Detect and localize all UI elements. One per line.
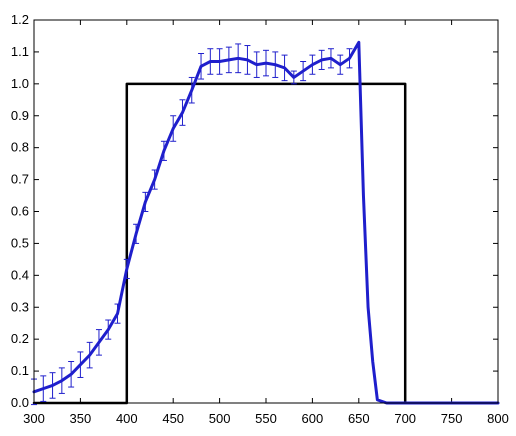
error-bar xyxy=(263,49,269,77)
reference-step-line xyxy=(32,82,500,405)
y-tick-label: 0.0 xyxy=(11,395,29,410)
x-tick-label: 700 xyxy=(394,411,416,426)
x-tick-label: 750 xyxy=(441,411,463,426)
error-bar xyxy=(123,258,130,280)
error-bar xyxy=(105,319,112,340)
error-bar xyxy=(49,372,56,399)
error-bar xyxy=(114,303,121,324)
error-bar xyxy=(133,223,140,244)
error-bar xyxy=(253,51,260,78)
error-bar xyxy=(272,51,279,78)
y-tick-label: 1.2 xyxy=(11,12,29,27)
x-tick-label: 400 xyxy=(116,411,138,426)
y-tick-label: 1.1 xyxy=(11,44,29,59)
y-tick-label: 0.4 xyxy=(11,267,29,282)
error-bar xyxy=(179,99,186,126)
x-axis: 300 350 400 450 500 550 600 650 700 750 800 xyxy=(23,20,509,426)
series-layer xyxy=(31,40,500,406)
y-tick-label: 0.1 xyxy=(11,363,29,378)
y-tick-label: 0.5 xyxy=(11,235,29,250)
x-tick-label: 800 xyxy=(487,411,509,426)
error-bar xyxy=(170,115,177,142)
error-bar xyxy=(225,46,232,74)
error-bar xyxy=(337,54,344,75)
error-bar xyxy=(77,351,84,378)
x-tick-label: 300 xyxy=(23,411,45,426)
error-bar xyxy=(244,45,251,75)
error-bar xyxy=(309,54,316,75)
x-tick-label: 350 xyxy=(70,411,92,426)
y-tick-label: 0.8 xyxy=(11,140,29,155)
error-bar xyxy=(95,329,102,356)
error-bar xyxy=(346,48,353,69)
y-tick-label: 1.0 xyxy=(11,76,29,91)
x-tick-label: 650 xyxy=(348,411,370,426)
x-tick-label: 450 xyxy=(162,411,184,426)
error-bar xyxy=(281,54,288,82)
error-bar xyxy=(235,43,242,74)
measured-line xyxy=(32,40,500,405)
error-bar xyxy=(86,341,93,369)
error-bar xyxy=(216,48,223,75)
error-bar xyxy=(188,76,195,104)
error-bar xyxy=(40,375,47,402)
series-blue-errorbar-line xyxy=(31,40,500,406)
x-tick-label: 600 xyxy=(302,411,324,426)
x-tick-label: 500 xyxy=(209,411,231,426)
error-bar xyxy=(207,48,214,75)
error-bar xyxy=(318,49,325,70)
y-tick-label: 0.9 xyxy=(11,108,29,123)
y-tick-label: 0.6 xyxy=(11,204,29,219)
error-bar xyxy=(142,191,149,212)
error-bar xyxy=(198,53,205,80)
series-black-step xyxy=(32,82,500,405)
error-bar xyxy=(58,367,65,394)
x-tick-label: 550 xyxy=(255,411,277,426)
plot-frame xyxy=(33,19,499,404)
error-bar xyxy=(290,70,297,85)
error-bar xyxy=(160,140,167,161)
error-bar xyxy=(327,48,334,69)
y-axis: 0.0 0.1 0.2 0.3 0.4 0.5 0.6 0.7 0.8 0.9 1.0 1.1 1.2 xyxy=(11,12,498,410)
error-bar xyxy=(300,60,307,82)
error-bar xyxy=(151,169,158,190)
error-bar xyxy=(68,361,75,388)
y-tick-label: 0.3 xyxy=(11,299,29,314)
y-tick-label: 0.2 xyxy=(11,331,29,346)
y-tick-label: 0.7 xyxy=(11,172,29,187)
